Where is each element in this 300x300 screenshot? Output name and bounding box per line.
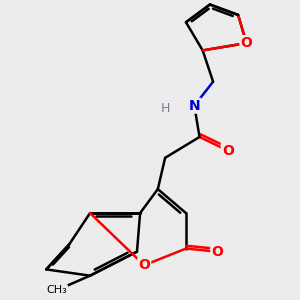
Text: O: O [211,245,223,259]
Text: CH₃: CH₃ [46,285,67,295]
Text: O: O [222,143,234,158]
Text: O: O [241,36,252,50]
Text: N: N [188,99,200,113]
Text: H: H [160,102,170,115]
Text: O: O [138,258,150,272]
